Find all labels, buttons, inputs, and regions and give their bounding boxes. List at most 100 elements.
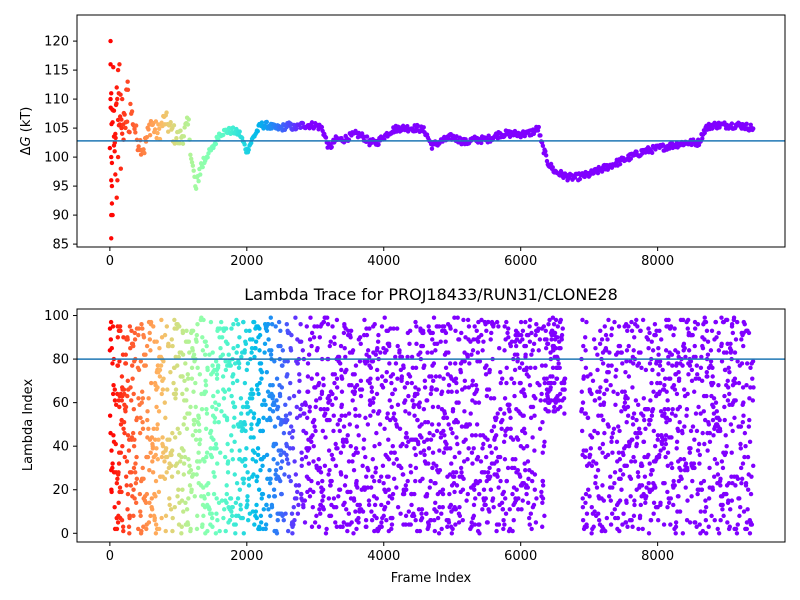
lambda-point <box>645 406 651 412</box>
lambda-point <box>520 328 526 333</box>
lambda-point <box>510 437 516 442</box>
lambda-point <box>278 452 283 458</box>
lambda-point <box>719 315 724 320</box>
lambda-point <box>326 448 332 453</box>
lambda-point <box>539 524 545 529</box>
lambda-point <box>615 515 621 521</box>
lambda-point <box>738 465 744 471</box>
lambda-point <box>247 328 252 333</box>
lambda-point <box>223 367 229 373</box>
lambda-point <box>589 435 595 440</box>
lambda-point <box>640 317 646 323</box>
lambda-point <box>534 496 539 501</box>
lambda-point <box>321 319 327 325</box>
lambda-point <box>718 428 723 434</box>
lambda-point <box>549 380 554 386</box>
x-tick-label: 6000 <box>504 549 537 564</box>
lambda-point <box>448 502 454 508</box>
lambda-point <box>507 507 512 512</box>
lambda-point <box>415 391 420 397</box>
lambda-point <box>321 406 327 412</box>
lambda-point <box>133 500 139 506</box>
lambda-point <box>390 372 396 377</box>
lambda-point <box>167 496 172 501</box>
lambda-point <box>501 489 507 495</box>
dg-point <box>109 236 114 241</box>
lambda-point <box>710 487 716 492</box>
lambda-point <box>353 406 358 412</box>
lambda-point <box>711 396 717 401</box>
lambda-point <box>749 474 754 479</box>
lambda-point <box>743 481 749 486</box>
lambda-point <box>678 467 683 473</box>
lambda-point <box>203 339 208 344</box>
lambda-point <box>477 478 483 484</box>
lambda-point <box>228 433 234 438</box>
lambda-point <box>737 496 742 501</box>
lambda-point <box>167 502 172 508</box>
lambda-point <box>284 452 289 458</box>
lambda-point <box>404 443 409 449</box>
lambda-point <box>583 500 588 506</box>
lambda-point <box>309 330 315 336</box>
lambda-point <box>617 528 622 534</box>
lambda-point <box>435 515 441 521</box>
lambda-point <box>316 524 322 529</box>
lambda-point <box>537 426 543 431</box>
lambda-point <box>649 339 654 344</box>
lambda-point <box>263 402 268 408</box>
lambda-point <box>256 391 261 397</box>
lambda-point <box>206 481 211 486</box>
lambda-point <box>670 406 675 412</box>
lambda-point <box>254 515 260 521</box>
lambda-point <box>727 369 732 375</box>
lambda-point <box>376 332 381 338</box>
lambda-point <box>658 500 663 506</box>
lambda-point <box>710 365 715 370</box>
lambda-point <box>403 513 409 519</box>
lambda-point <box>548 385 553 390</box>
lambda-point <box>238 411 244 416</box>
dg-point <box>376 142 381 147</box>
lambda-point <box>485 470 491 475</box>
lambda-point <box>308 315 313 320</box>
lambda-point <box>625 413 631 418</box>
lambda-point <box>276 415 281 421</box>
lambda-point <box>393 354 398 360</box>
lambda-point <box>663 454 668 460</box>
lambda-point <box>526 332 531 338</box>
lambda-point <box>713 400 719 405</box>
lambda-point <box>500 417 505 423</box>
lambda-point <box>368 485 374 490</box>
lambda-point <box>671 383 677 388</box>
lambda-point <box>258 513 264 519</box>
lambda-point <box>260 402 265 408</box>
lambda-point <box>156 437 161 442</box>
dg-point <box>248 140 254 146</box>
dg-point <box>142 150 147 156</box>
lambda-point <box>405 380 410 386</box>
lambda-point <box>387 398 392 403</box>
lambda-point <box>326 496 332 501</box>
lambda-point <box>488 337 493 342</box>
lambda-point <box>219 409 224 414</box>
dg-point <box>178 128 183 133</box>
lambda-point <box>395 343 400 349</box>
lambda-point <box>253 459 259 464</box>
lambda-point <box>361 446 366 451</box>
lambda-point <box>544 337 549 342</box>
lambda-point <box>508 415 513 421</box>
lambda-point <box>446 383 452 388</box>
lambda-point <box>623 520 629 525</box>
dg-point <box>133 123 139 128</box>
lambda-point <box>432 518 437 523</box>
lambda-point <box>255 387 260 392</box>
lambda-point <box>508 343 514 349</box>
lambda-point <box>486 319 491 325</box>
lambda-point <box>454 389 460 394</box>
lambda-point <box>697 522 702 527</box>
lambda-point <box>416 441 421 447</box>
lambda-point <box>272 424 278 429</box>
lambda-point <box>154 339 159 344</box>
lambda-point <box>658 448 663 453</box>
